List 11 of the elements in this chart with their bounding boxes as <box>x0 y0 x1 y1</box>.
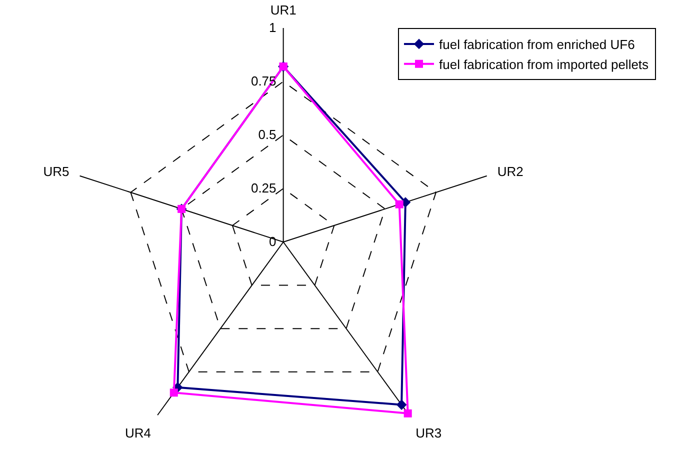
spoke-label: UR1 <box>270 2 296 18</box>
spoke-label: UR4 <box>124 425 152 440</box>
spoke-label: UR3 <box>416 425 442 440</box>
y-tick-label: 0.25 <box>250 180 276 196</box>
legend-label: fuel fabrication from enriched UF6 <box>439 37 635 52</box>
legend-label: fuel fabrication from imported pellets <box>439 56 650 72</box>
spoke-label: UR2 <box>497 164 524 179</box>
y-tick-label: 0.5 <box>258 127 276 142</box>
y-tick-label: 1 <box>269 20 276 36</box>
spoke-label: UR5 <box>43 164 70 179</box>
y-tick-label: 0 <box>269 234 276 250</box>
